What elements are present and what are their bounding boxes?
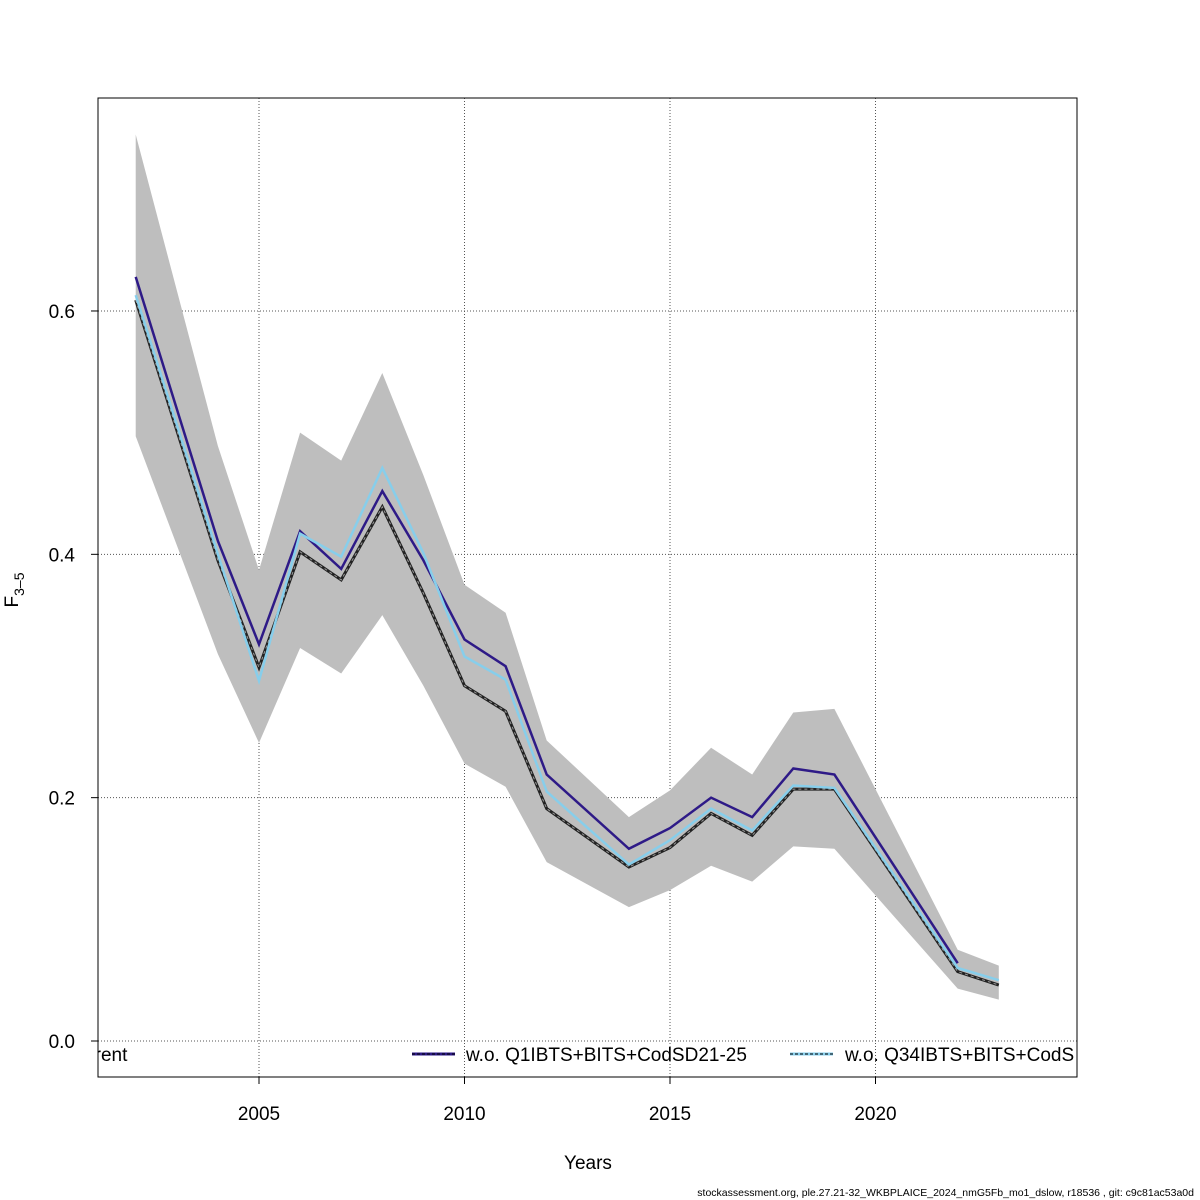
legend-label-current: Current	[64, 1045, 128, 1066]
x-tick-label: 2020	[854, 1104, 896, 1125]
y-tick-label: 0.2	[49, 789, 75, 810]
plot-box	[97, 97, 1078, 1078]
x-tick-label: 2010	[443, 1104, 485, 1125]
y-tick-label: 0.0	[49, 1032, 75, 1053]
y-label-main: F	[2, 596, 23, 608]
legend-label-q1: w.o. Q1IBTS+BITS+CodSD21-25	[465, 1045, 747, 1066]
footer-text: stockassessment.org, ple.27.21-32_WKBPLA…	[697, 1187, 1194, 1199]
y-axis-label: F3–5	[2, 572, 27, 607]
svg-text:F3–5: F3–5	[2, 572, 27, 607]
x-tick-label: 2005	[238, 1104, 280, 1125]
y-tick-label: 0.6	[49, 302, 75, 323]
y-tick-label: 0.4	[49, 545, 76, 566]
series-line-w-o-q34ibts-bits-cods	[134, 294, 1000, 982]
x-axis-label: Years	[564, 1153, 612, 1174]
series-lines	[134, 276, 1000, 987]
y-axis: 0.0 0.2 0.4 0.6	[49, 302, 98, 1053]
series-line-w-o-q1ibts-bits-codsd21-25	[134, 276, 959, 964]
legend: Current w.o. Q1IBTS+BITS+CodSD21-25 w.o.…	[64, 1045, 1074, 1066]
confidence-band	[135, 134, 999, 1000]
x-axis: 2005 2010 2015 2020	[238, 1077, 897, 1125]
series-line-current-dash	[135, 299, 999, 986]
x-tick-label: 2015	[649, 1104, 691, 1125]
legend-label-q34: w.o. Q34IBTS+BITS+CodS	[844, 1045, 1074, 1066]
y-label-subscript: 3–5	[11, 572, 27, 596]
